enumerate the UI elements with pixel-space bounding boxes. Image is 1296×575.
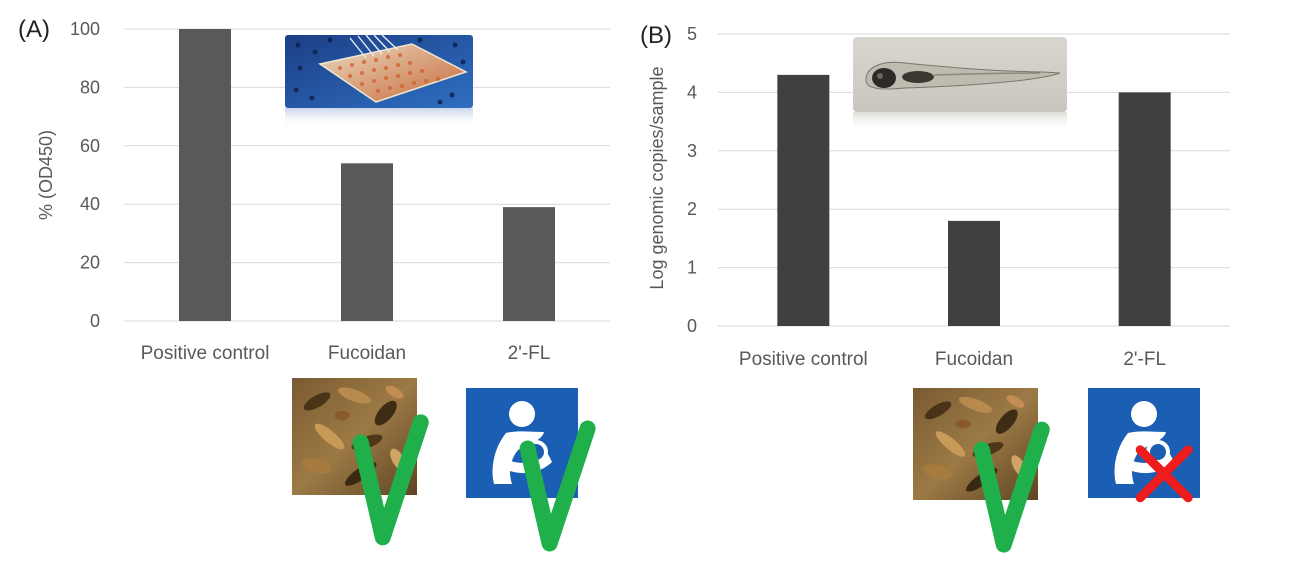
bar-fucoidan bbox=[341, 163, 393, 321]
ytick-label: 1 bbox=[687, 258, 697, 278]
treatment-markers bbox=[292, 378, 1200, 553]
seaweed-check-marker bbox=[913, 388, 1050, 553]
panel-a-bars bbox=[179, 29, 555, 321]
ytick-label: 80 bbox=[80, 77, 100, 97]
ytick-label: 0 bbox=[90, 311, 100, 331]
panel-b-chart: 0 1 2 3 4 5 Positive control Fucoidan 2'-FL Log… bbox=[647, 24, 1230, 370]
breastfeeding-sign-check-marker bbox=[466, 388, 596, 552]
panel-b-y-axis-label: Log genomic copies/sample bbox=[647, 66, 667, 289]
panel-a-y-axis-label: % (OD450) bbox=[36, 130, 56, 220]
seaweed-image bbox=[292, 378, 417, 495]
panel-a-ytick-labels: 0 20 40 60 80 100 bbox=[70, 19, 100, 331]
ytick-label: 3 bbox=[687, 141, 697, 161]
bar-positive-control bbox=[777, 74, 830, 326]
cross-mark-icon bbox=[1135, 445, 1193, 503]
microplate-image bbox=[285, 34, 473, 128]
panel-b-category-labels: Positive control Fucoidan 2'-FL bbox=[739, 349, 1166, 370]
check-mark-icon bbox=[519, 420, 596, 552]
category-label: Fucoidan bbox=[328, 343, 406, 364]
panel-b-ytick-labels: 0 1 2 3 4 5 bbox=[687, 24, 697, 336]
ytick-label: 5 bbox=[687, 24, 697, 44]
bar-2-fl bbox=[503, 207, 555, 321]
category-label: 2'-FL bbox=[1123, 349, 1166, 370]
breastfeeding-sign-cross-marker bbox=[1088, 388, 1200, 503]
category-label: Positive control bbox=[739, 349, 868, 370]
check-mark-icon bbox=[973, 421, 1050, 553]
bar-positive-control bbox=[179, 29, 231, 321]
ytick-label: 4 bbox=[687, 82, 697, 102]
seaweed-check-marker bbox=[292, 378, 429, 546]
breastfeeding-sign-icon bbox=[1088, 388, 1200, 498]
ytick-label: 20 bbox=[80, 253, 100, 273]
panel-a-chart: 0 20 40 60 80 100 Positive control Fucoidan 2'-… bbox=[36, 19, 610, 364]
category-label: 2'-FL bbox=[508, 343, 551, 364]
bar-2-fl bbox=[1118, 92, 1171, 327]
ytick-label: 2 bbox=[687, 199, 697, 219]
ytick-label: 40 bbox=[80, 194, 100, 214]
panel-b-bars bbox=[777, 74, 1171, 327]
panel-a-label: (A) bbox=[18, 16, 50, 43]
category-label: Fucoidan bbox=[935, 349, 1013, 370]
bar-fucoidan bbox=[948, 220, 1000, 326]
zebrafish-larva-image bbox=[853, 37, 1067, 132]
ytick-label: 0 bbox=[687, 316, 697, 336]
check-mark-icon bbox=[352, 414, 429, 546]
category-label: Positive control bbox=[141, 343, 270, 364]
ytick-label: 100 bbox=[70, 19, 100, 39]
panel-b-label: (B) bbox=[640, 22, 672, 49]
ytick-label: 60 bbox=[80, 136, 100, 156]
panel-a-category-labels: Positive control Fucoidan 2'-FL bbox=[141, 343, 551, 364]
